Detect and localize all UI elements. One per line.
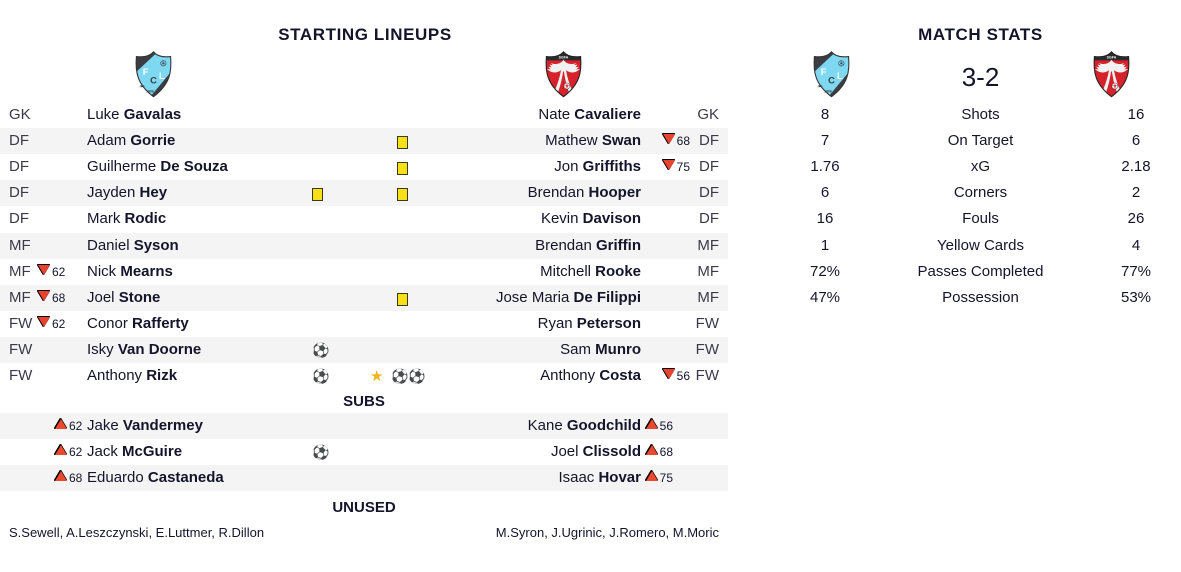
svg-text:L: L — [159, 70, 165, 81]
svg-text:F: F — [143, 66, 149, 77]
svg-text:C: C — [150, 74, 157, 85]
svg-text:1806: 1806 — [146, 89, 154, 93]
svg-text:SGFA: SGFA — [1106, 55, 1116, 59]
svg-text:SGFA: SGFA — [559, 55, 569, 59]
